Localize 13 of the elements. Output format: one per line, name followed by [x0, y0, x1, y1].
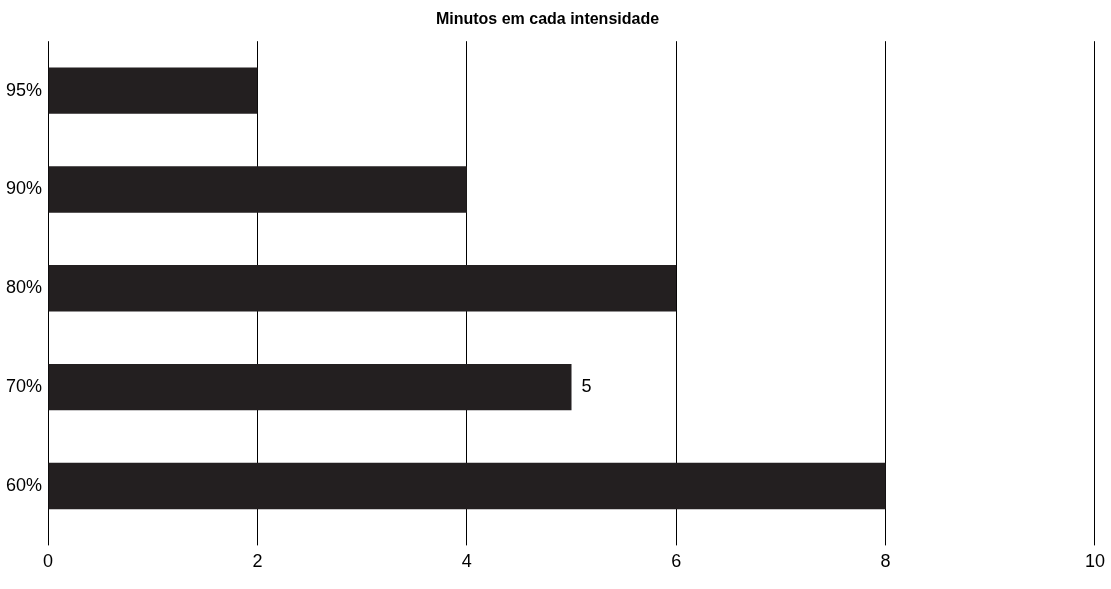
- y-tick-label: 95%: [6, 79, 43, 100]
- x-tick-label: 10: [1084, 551, 1105, 572]
- x-tick-label: 2: [252, 551, 263, 572]
- y-tick-label: 80%: [6, 277, 43, 298]
- chart-title: Minutos em cada intensidade: [435, 10, 660, 28]
- x-tick-label: 6: [671, 551, 682, 572]
- x-tick-label: 0: [43, 551, 54, 572]
- x-tick-label: 4: [461, 551, 472, 572]
- y-tick-label: 60%: [6, 474, 43, 495]
- y-tick-label: 70%: [6, 376, 43, 397]
- data-label: 5: [581, 376, 592, 397]
- x-tick-label: 8: [880, 551, 891, 572]
- y-tick-label: 90%: [6, 178, 43, 199]
